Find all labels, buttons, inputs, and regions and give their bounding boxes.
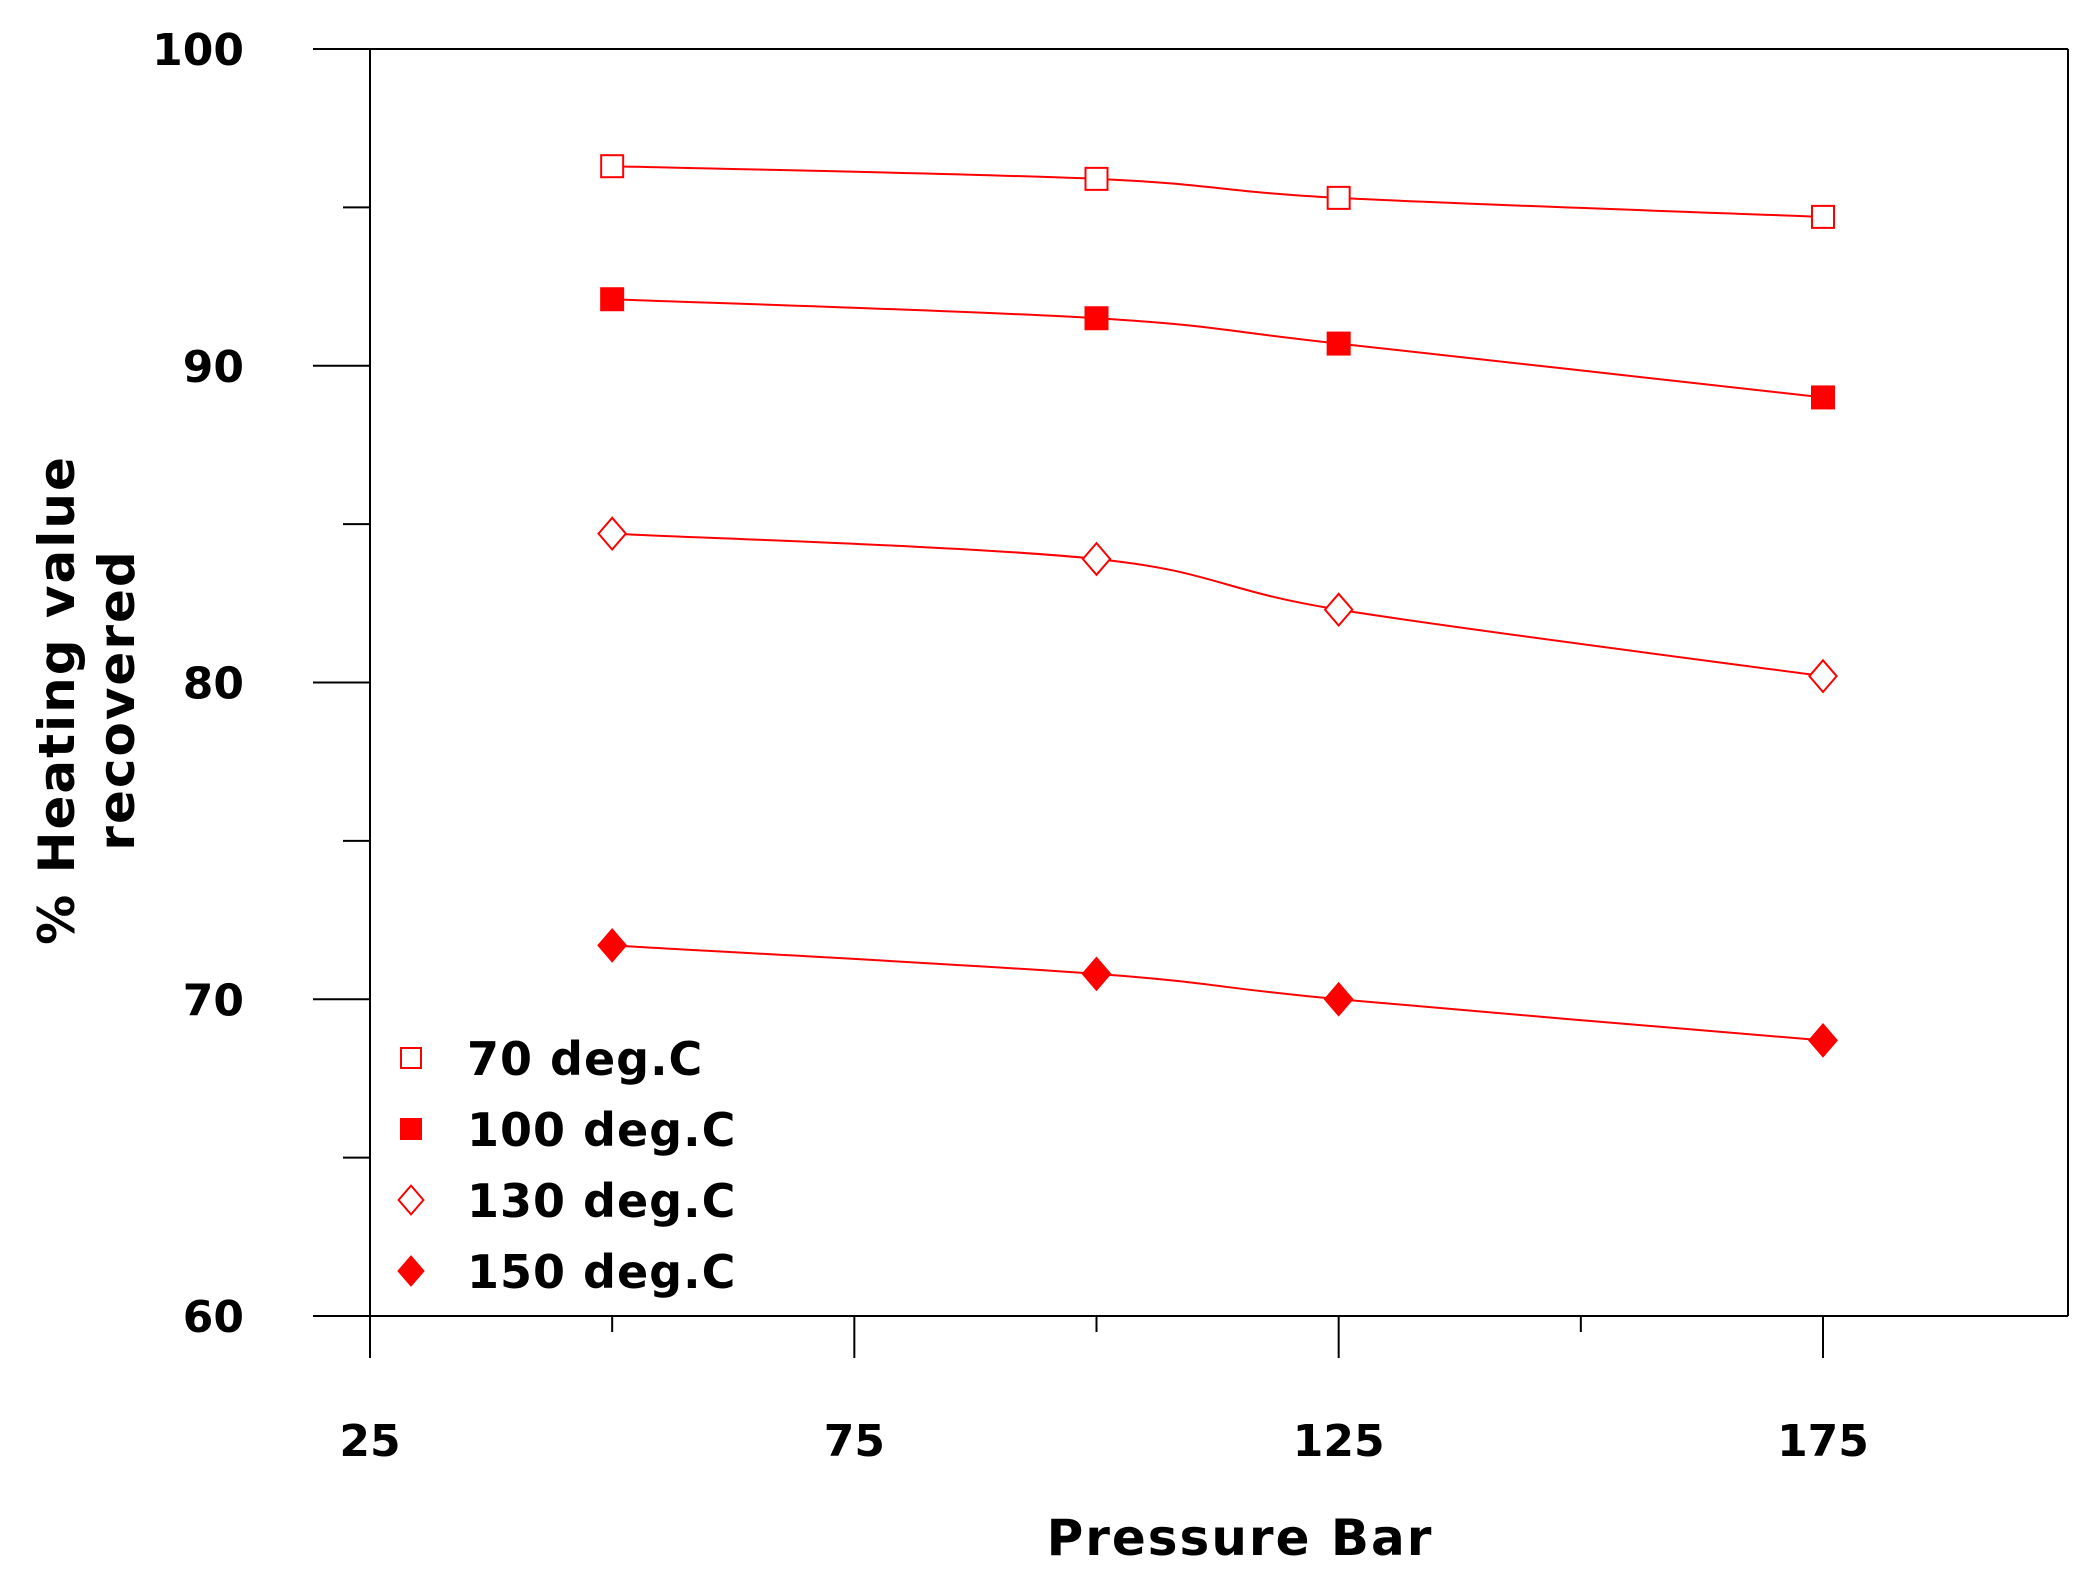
- legend-marker: [397, 1184, 425, 1216]
- x-axis-title: Pressure Bar: [1047, 1509, 1434, 1567]
- y-axis-title-line-1: % Heating value: [28, 455, 86, 945]
- series-70-deg-c: [600, 154, 1835, 229]
- series-line: [612, 944, 1824, 1042]
- data-point: [1323, 981, 1354, 1017]
- data-point: [597, 928, 628, 963]
- legend-marker: [400, 1047, 422, 1069]
- data-point: [1081, 956, 1112, 992]
- y-tick-label: 90: [183, 342, 244, 393]
- data-point: [1808, 658, 1838, 694]
- series-line: [612, 165, 1824, 218]
- data-point: [1084, 166, 1109, 191]
- legend-label: 150 deg.C: [467, 1245, 736, 1299]
- y-tick-label: 80: [183, 659, 244, 710]
- series-130-deg-c: [597, 516, 1838, 694]
- data-point: [1081, 541, 1112, 577]
- legend-label: 130 deg.C: [467, 1174, 736, 1228]
- data-point: [597, 516, 628, 552]
- legend: 70 deg.C 100 deg.C 130 deg.C 150 deg.C: [397, 1032, 736, 1299]
- x-tick-label: 75: [824, 1416, 885, 1467]
- data-point: [1811, 385, 1835, 410]
- y-axis-title: % Heating value recovered: [28, 455, 146, 945]
- x-tick-label: 125: [1293, 1416, 1385, 1467]
- data-point: [1084, 306, 1109, 331]
- data-point: [1323, 592, 1354, 628]
- data-point: [1808, 1023, 1838, 1058]
- legend-item: 130 deg.C: [397, 1174, 736, 1228]
- x-tick-label: 25: [339, 1416, 400, 1467]
- data-point: [1326, 185, 1351, 210]
- data-point: [1326, 331, 1351, 356]
- legend-marker: [397, 1255, 425, 1287]
- legend-item: 100 deg.C: [400, 1103, 736, 1157]
- legend-item: 150 deg.C: [397, 1245, 736, 1299]
- y-tick-label: 100: [152, 25, 244, 76]
- y-axis-title-line-2: recovered: [88, 549, 146, 850]
- x-tick-label: 175: [1777, 1416, 1869, 1467]
- legend-item: 70 deg.C: [400, 1032, 703, 1086]
- data-point: [1811, 204, 1835, 229]
- series-100-deg-c: [600, 287, 1835, 410]
- series-line: [612, 298, 1824, 399]
- series-line: [612, 532, 1824, 678]
- series-layer: [597, 154, 1838, 1058]
- data-point: [600, 154, 625, 179]
- axes: 60 70 80 90 100 25 75 125 175: [152, 25, 2069, 1467]
- y-tick-label: 70: [183, 975, 244, 1026]
- series-150-deg-c: [597, 928, 1838, 1058]
- legend-label: 100 deg.C: [467, 1103, 736, 1157]
- data-point: [600, 287, 625, 312]
- y-tick-label: 60: [183, 1292, 244, 1343]
- legend-label: 70 deg.C: [467, 1032, 703, 1086]
- legend-marker: [400, 1118, 422, 1140]
